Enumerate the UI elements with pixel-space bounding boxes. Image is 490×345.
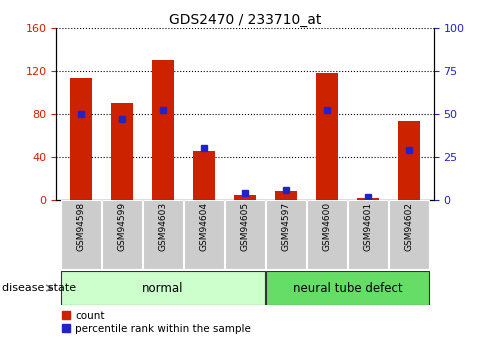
Text: GSM94601: GSM94601 (364, 202, 372, 251)
Text: GSM94605: GSM94605 (241, 202, 249, 251)
Text: disease state: disease state (2, 283, 76, 293)
Bar (143, 200, 183, 269)
Title: GDS2470 / 233710_at: GDS2470 / 233710_at (169, 12, 321, 27)
Text: GSM94597: GSM94597 (282, 202, 291, 251)
Bar (348, 200, 389, 269)
Bar (193, 150, 215, 200)
Bar (398, 121, 420, 200)
Bar (61, 271, 265, 305)
Text: GSM94600: GSM94600 (322, 202, 332, 251)
Text: GSM94602: GSM94602 (405, 202, 414, 251)
Bar (266, 200, 306, 269)
Bar (389, 200, 429, 269)
Text: GSM94599: GSM94599 (118, 202, 126, 251)
Legend: count, percentile rank within the sample: count, percentile rank within the sample (62, 310, 251, 334)
Bar (152, 60, 174, 200)
Bar (234, 195, 256, 200)
Bar (61, 200, 101, 269)
Bar (316, 73, 338, 200)
Text: GSM94603: GSM94603 (158, 202, 168, 251)
Bar (101, 200, 142, 269)
Bar (70, 78, 92, 200)
Text: GSM94598: GSM94598 (76, 202, 85, 251)
Text: neural tube defect: neural tube defect (293, 282, 402, 295)
Bar (111, 103, 133, 200)
Bar (184, 200, 224, 269)
Text: GSM94604: GSM94604 (199, 202, 208, 251)
Bar (307, 200, 347, 269)
Bar (275, 191, 297, 200)
Text: normal: normal (142, 282, 184, 295)
Bar (266, 271, 429, 305)
Bar (225, 200, 265, 269)
Bar (357, 198, 379, 200)
